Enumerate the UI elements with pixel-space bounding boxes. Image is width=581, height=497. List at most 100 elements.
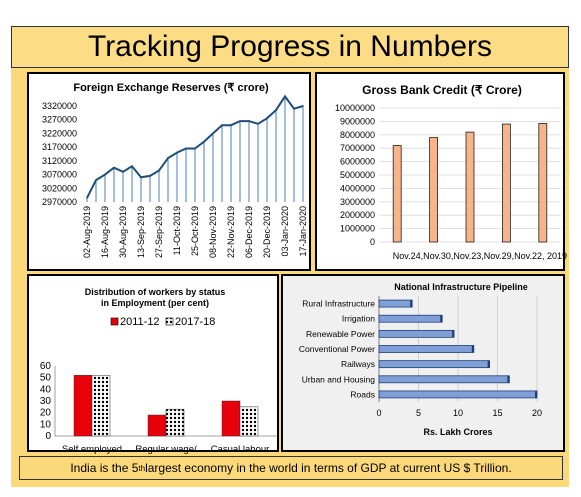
- y-tick-label: 2000000: [340, 210, 375, 220]
- category-label: Conventional Power: [299, 344, 375, 354]
- data-point: [230, 124, 232, 126]
- data-point: [257, 123, 259, 125]
- data-point: [302, 105, 304, 107]
- x-tick-label: 27-Sep-2019: [154, 206, 164, 258]
- y-tick-label: 60: [40, 361, 52, 372]
- y-tick-label: 8000000: [340, 130, 375, 140]
- pipeline-bar-end: [452, 330, 455, 338]
- x-tick-label: 20: [532, 408, 542, 418]
- y-tick-label: 3070000: [42, 170, 77, 180]
- y-tick-label: 10: [40, 419, 52, 430]
- data-point: [203, 140, 205, 143]
- data-point: [86, 197, 88, 199]
- data-point: [104, 173, 106, 176]
- footer-text-pre: India is the 5: [70, 461, 139, 475]
- pipeline-bar-end: [535, 390, 537, 398]
- data-point: [221, 124, 223, 126]
- category-label: Roads: [350, 389, 375, 399]
- legend-label-2017: 2017-18: [175, 316, 215, 328]
- chart-title: Foreign Exchange Reserves (₹ crore): [73, 82, 269, 94]
- pipeline-bar: [378, 360, 490, 369]
- chart-title: Gross Bank Credit (₹ Crore): [362, 83, 522, 97]
- footer-text-post: largest economy in the world in terms of…: [145, 461, 512, 475]
- workers-distribution-panel: Distribution of workers by status in Empl…: [27, 274, 279, 454]
- y-tick-label: 7000000: [340, 143, 375, 153]
- data-point: [275, 109, 277, 111]
- x-tick-label: 22-Nov-2019: [226, 206, 236, 258]
- footer-text-sup: th: [138, 463, 146, 473]
- data-point: [95, 179, 97, 181]
- infrastructure-pipeline-chart: National Infrastructure Pipeline 0 5 10 15 20…: [299, 282, 542, 437]
- y-tick-label: 3320000: [42, 101, 77, 111]
- infographic-frame: Tracking Progress in Numbers Foreign Exc…: [11, 26, 569, 487]
- data-point: [185, 147, 187, 150]
- data-point: [176, 151, 178, 154]
- bar-2017-18: [91, 375, 111, 437]
- legend-swatch-2011: [110, 317, 119, 326]
- category-label: Self employed: [62, 444, 122, 454]
- category-label: Regular wage/: [135, 444, 197, 454]
- x-tick-label: 25-Oct-2019: [190, 206, 200, 256]
- credit-bar: [392, 145, 402, 243]
- y-tick-label: 5000000: [340, 170, 375, 180]
- chart-title-line-2: in Employment (per cent): [101, 298, 209, 308]
- category-label: Renewable Power: [306, 329, 375, 339]
- data-point: [194, 147, 196, 150]
- y-tick-label: 0: [370, 237, 375, 247]
- forex-reserves-panel: Foreign Exchange Reserves (₹ crore) 29700…: [27, 72, 311, 271]
- bar-2017-18: [165, 408, 185, 437]
- pipeline-bar: [378, 345, 475, 353]
- y-tick-label: 3170000: [42, 142, 77, 152]
- pipeline-bar: [378, 299, 413, 308]
- category-label: Rural Infrastructure: [302, 299, 375, 309]
- data-point: [167, 157, 169, 159]
- bar-2011-12: [73, 375, 93, 437]
- y-tick-label: 20: [40, 408, 52, 419]
- x-tick-label: 02-Aug-2019: [82, 206, 92, 258]
- x-tick-labels: Nov.24,Nov.30,Nov.23,Nov.29,Nov.22, 2019: [393, 251, 567, 261]
- x-tick-label: 20-Dec-2019: [262, 206, 272, 258]
- pipeline-bar-end: [507, 375, 510, 383]
- chart-title-line-1: Distribution of workers by status: [85, 287, 226, 297]
- y-tick-label: 40: [40, 384, 52, 395]
- x-tick-label: 17-Jan-2020: [298, 206, 308, 257]
- y-tick-label: 6000000: [340, 157, 375, 167]
- y-tick-label: 1000000: [340, 224, 375, 234]
- x-tick-label: 06-Dec-2019: [244, 206, 254, 258]
- data-point: [149, 175, 151, 177]
- y-tick-label: 30: [40, 396, 52, 407]
- forex-reserves-chart: Foreign Exchange Reserves (₹ crore) 29700…: [42, 82, 308, 258]
- y-tick-label: 3120000: [42, 156, 77, 166]
- data-point: [140, 176, 142, 179]
- category-label: Irrigation: [342, 314, 375, 324]
- pipeline-bar-end: [487, 360, 490, 368]
- x-tick-label: 10: [453, 408, 463, 418]
- legend-label-2011: 2011-12: [120, 316, 160, 328]
- category-label: Casual labour: [211, 444, 270, 454]
- pipeline-bar: [378, 390, 538, 399]
- infrastructure-pipeline-panel: National Infrastructure Pipeline 0 5 10 15 20…: [281, 274, 565, 452]
- credit-bar: [429, 137, 438, 243]
- x-tick-label: 0: [376, 408, 381, 418]
- bar-2011-12: [147, 414, 167, 437]
- y-tick-label: 10000000: [335, 103, 375, 113]
- legend-swatch-2017: [165, 317, 174, 326]
- credit-bar: [501, 123, 511, 243]
- bar-2017-18: [239, 406, 259, 437]
- y-tick-label: 9000000: [340, 116, 375, 126]
- y-tick-label: 0: [45, 431, 51, 442]
- credit-bar: [538, 123, 548, 243]
- y-tick-label: 3220000: [42, 128, 77, 138]
- y-tick-label: 50: [40, 373, 52, 384]
- data-point: [293, 107, 295, 110]
- pipeline-bar-end: [440, 315, 443, 323]
- data-point: [284, 95, 286, 98]
- page-title: Tracking Progress in Numbers: [11, 26, 569, 68]
- data-point: [248, 120, 250, 122]
- category-label: Railways: [341, 359, 375, 369]
- y-tick-label: 3020000: [42, 183, 77, 193]
- x-tick-label: 5: [416, 408, 421, 418]
- y-tick-label: 3270000: [42, 115, 77, 125]
